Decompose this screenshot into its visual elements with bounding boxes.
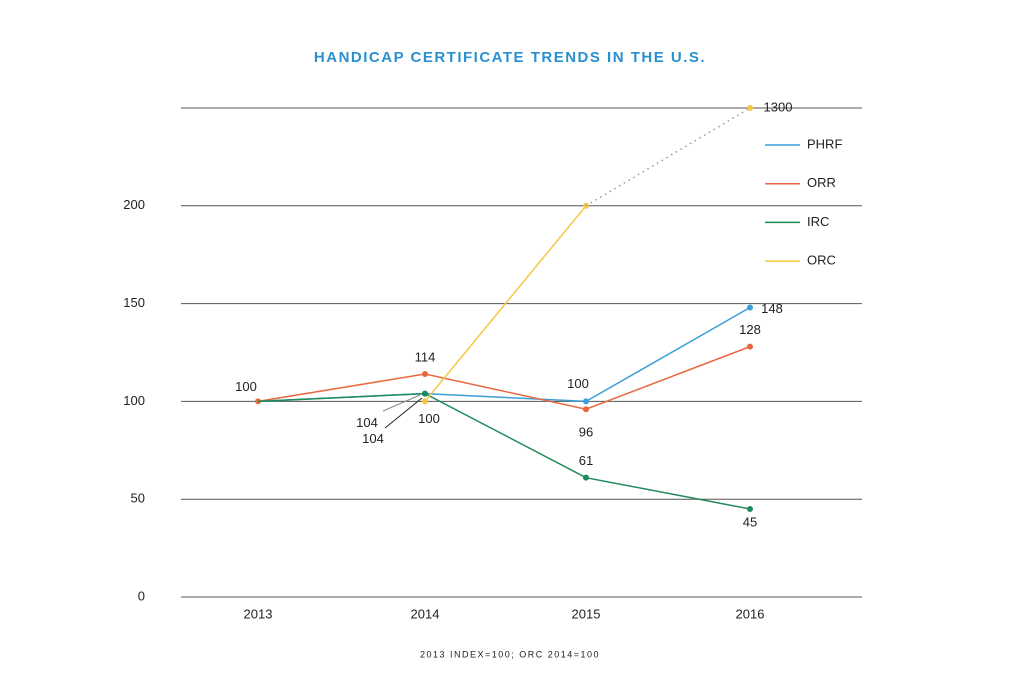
- legend-label: ORC: [807, 253, 836, 268]
- point: [583, 474, 589, 481]
- point: [747, 105, 753, 111]
- legend-label: IRC: [807, 214, 829, 229]
- chart-note: 2013 INDEX=100; ORC 2014=100: [420, 649, 600, 659]
- x-tick-label: 2016: [736, 606, 765, 621]
- series-line: [257, 345, 751, 411]
- data-label: 128: [739, 322, 761, 337]
- data-label: 148: [761, 301, 783, 316]
- legend-label: PHRF: [807, 136, 842, 151]
- data-label: 96: [579, 425, 593, 440]
- data-label: 61: [579, 453, 593, 468]
- y-tick-label: 200: [123, 197, 145, 212]
- data-label: 114: [415, 349, 436, 364]
- point: [422, 371, 428, 378]
- point: [583, 398, 589, 405]
- data-label: 104: [356, 415, 378, 430]
- series-line: [257, 306, 751, 403]
- data-label: 45: [743, 514, 757, 529]
- data-label: 100: [418, 411, 440, 426]
- point: [583, 406, 589, 413]
- x-tick-label: 2015: [572, 606, 601, 621]
- leader: [384, 397, 423, 429]
- series-line: [424, 205, 587, 402]
- series-line: [257, 392, 751, 510]
- point: [747, 505, 753, 512]
- point: [422, 390, 428, 397]
- leader: [382, 394, 421, 412]
- point: [747, 343, 753, 350]
- y-tick-label: 150: [123, 295, 145, 310]
- data-label: 100: [235, 379, 257, 394]
- y-tick-label: 100: [123, 393, 145, 408]
- legend-label: ORR: [807, 175, 836, 190]
- chart-title: HANDICAP CERTIFICATE TRENDS IN THE U.S.: [314, 49, 706, 66]
- point: [422, 398, 428, 405]
- point: [747, 304, 753, 311]
- y-tick-label: 0: [138, 588, 145, 603]
- y-tick-label: 50: [131, 491, 145, 506]
- off-scale-line: [585, 107, 751, 207]
- data-label: 100: [567, 376, 589, 391]
- x-tick-label: 2014: [411, 606, 440, 621]
- x-tick-label: 2013: [244, 606, 273, 621]
- data-label: 104: [362, 431, 384, 446]
- data-label: 1300: [764, 99, 793, 114]
